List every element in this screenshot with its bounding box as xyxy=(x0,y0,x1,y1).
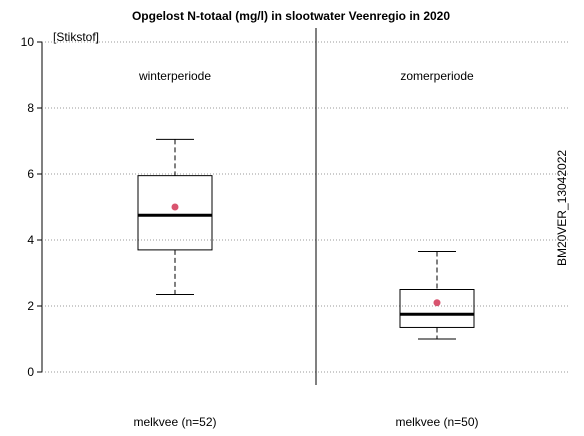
panel-title: zomerperiode xyxy=(400,69,474,83)
y-tick-label: 8 xyxy=(27,101,34,115)
box xyxy=(399,289,475,328)
side-label: BM20VER_13042022 xyxy=(555,150,569,266)
box xyxy=(137,175,213,251)
mean-point xyxy=(171,203,179,211)
y-tick-label: 0 xyxy=(27,365,34,379)
y-tick-label: 10 xyxy=(21,35,35,49)
plot-area: 0 2 4 6 8 10 winterperiode melkvee (n=52) zomerp… xyxy=(21,28,568,429)
y-axis-label: [Stikstof] xyxy=(53,30,99,44)
y-tick-label: 4 xyxy=(27,233,34,247)
mean-point xyxy=(433,299,441,307)
category-label: melkvee (n=50) xyxy=(395,415,478,429)
y-tick-label: 6 xyxy=(27,167,34,181)
panel-title: winterperiode xyxy=(138,69,211,83)
y-tick-label: 2 xyxy=(27,299,34,313)
chart-title: Opgelost N-totaal (mg/l) in slootwater V… xyxy=(132,9,450,23)
category-label: melkvee (n=52) xyxy=(133,415,216,429)
